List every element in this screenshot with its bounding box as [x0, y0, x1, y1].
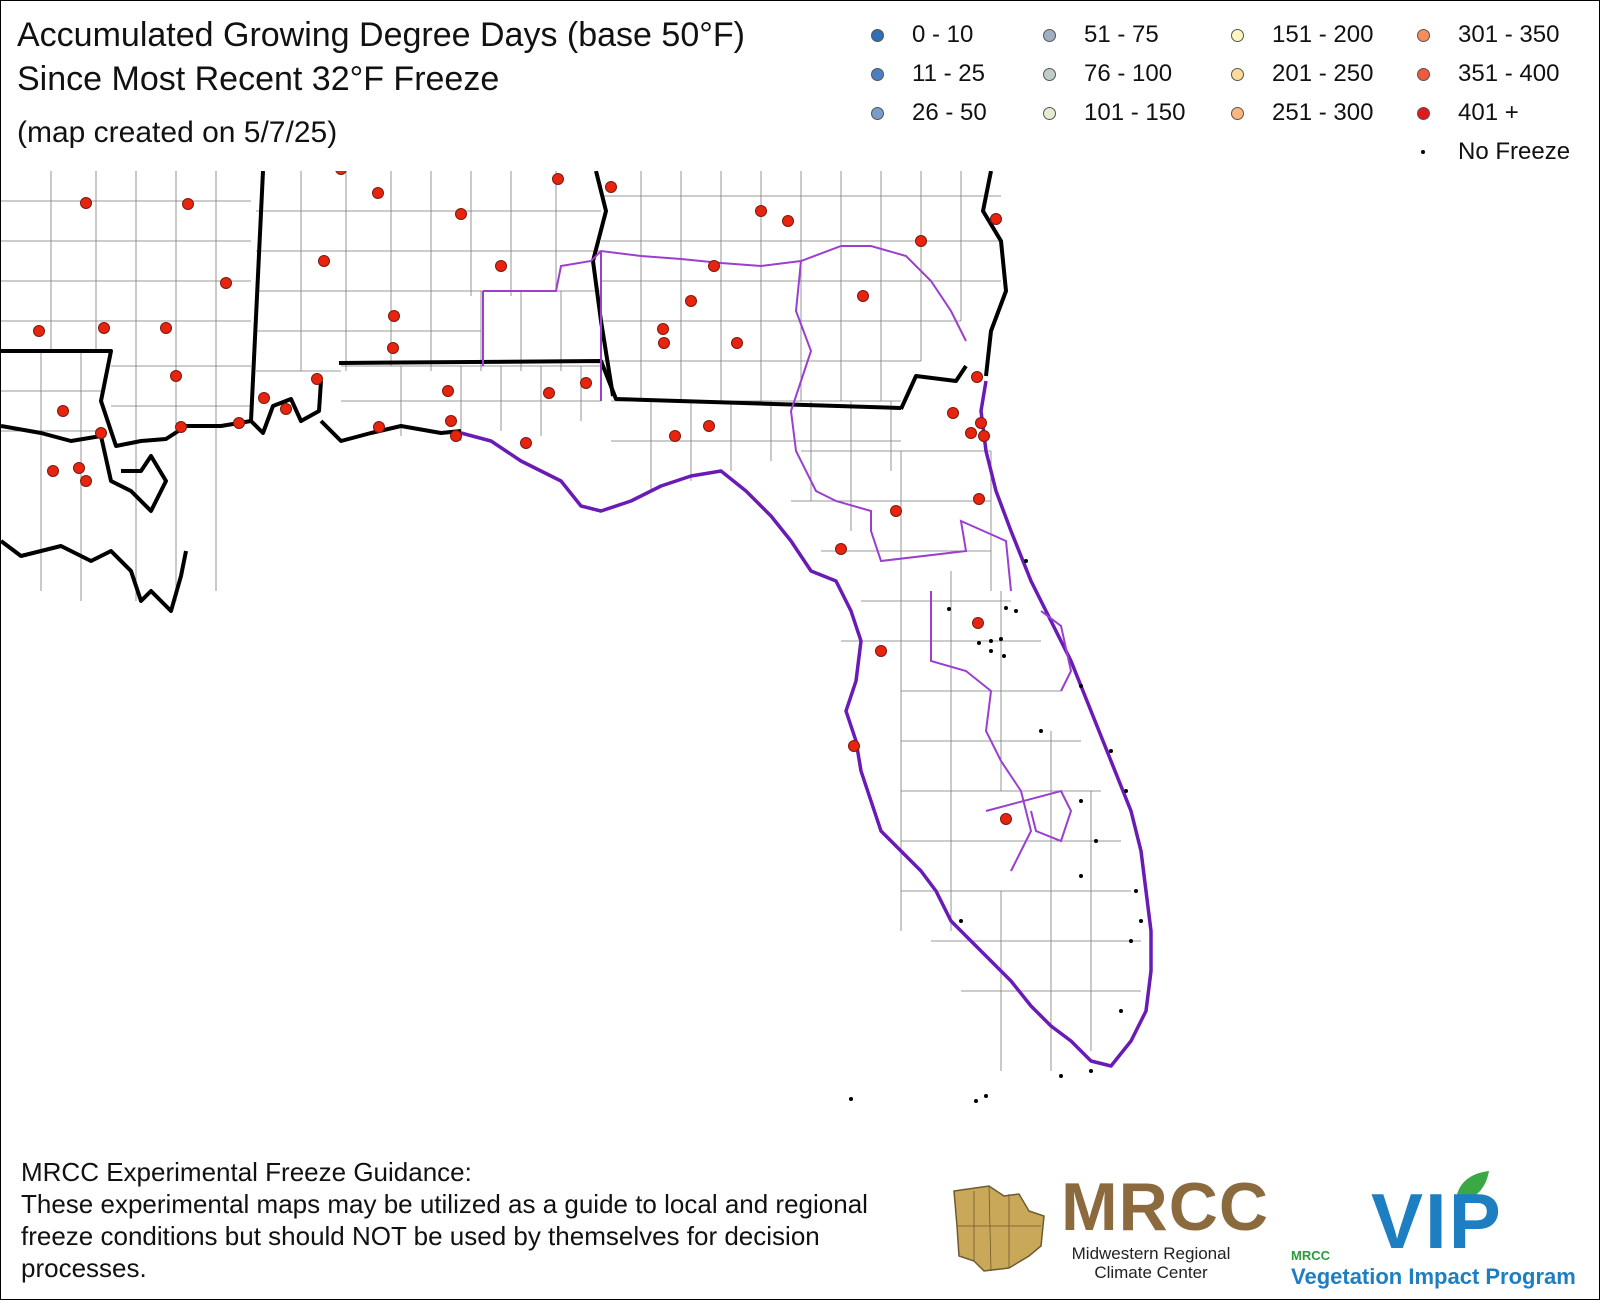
- map-created-date: (map created on 5/7/25): [17, 116, 338, 149]
- map-title: Accumulated Growing Degree Days (base 50…: [17, 16, 745, 54]
- legend-dot-icon: [871, 67, 884, 81]
- mrcc-logo: MRCC Midwestern Regional Climate Center: [941, 1166, 1271, 1286]
- legend-item: 11 - 25: [871, 56, 985, 92]
- legend-item: 26 - 50: [871, 95, 987, 131]
- legend-dot-icon: [1417, 67, 1430, 81]
- legend-dot-icon: [1231, 28, 1244, 42]
- no-freeze-markers: [849, 559, 1143, 1103]
- legend-item: No Freeze: [1417, 134, 1570, 170]
- legend-dot-icon: [1043, 28, 1056, 42]
- legend-dot-icon: [1417, 28, 1430, 42]
- legend-item: 401 +: [1417, 95, 1519, 131]
- legend-item: 251 - 300: [1231, 95, 1373, 131]
- legend-item: 151 - 200: [1231, 17, 1373, 53]
- legend-item: 0 - 10: [871, 17, 973, 53]
- vip-wordmark: VIP: [1371, 1177, 1503, 1265]
- legend-dot-icon: [1043, 67, 1056, 81]
- midwest-region-icon: [953, 1185, 1045, 1272]
- florida-coast: [460, 380, 1153, 1068]
- vip-subtitle: Vegetation Impact Program: [1291, 1264, 1576, 1289]
- disclaimer-heading: MRCC Experimental Freeze Guidance:: [21, 1157, 472, 1187]
- disclaimer: MRCC Experimental Freeze Guidance: These…: [21, 1156, 901, 1284]
- state-boundaries: [1, 171, 1008, 613]
- mrcc-wordmark: MRCC: [1061, 1169, 1269, 1245]
- map-subtitle: Since Most Recent 32°F Freeze: [17, 60, 500, 98]
- legend-item: 301 - 350: [1417, 17, 1559, 53]
- legend-dot-icon: [871, 106, 884, 120]
- map-canvas: [1, 171, 1153, 1103]
- vip-small-label: MRCC: [1291, 1248, 1330, 1263]
- county-lines: [1, 171, 1141, 1071]
- legend-dot-icon: [1231, 106, 1244, 120]
- leaf-icon: [1456, 1171, 1489, 1203]
- legend-item: 101 - 150: [1043, 95, 1185, 131]
- legend-item: 351 - 400: [1417, 56, 1559, 92]
- no-freeze-dot-icon: [1421, 150, 1425, 154]
- legend: 0 - 10 11 - 25 26 - 50 51 - 75 76 - 100 …: [871, 9, 1591, 169]
- station-markers: [33, 171, 1012, 825]
- legend-dot-icon: [1043, 106, 1056, 120]
- disclaimer-body: These experimental maps may be utilized …: [21, 1189, 868, 1283]
- legend-dot-icon: [1231, 67, 1244, 81]
- legend-dot-icon: [1417, 106, 1430, 120]
- region-boundaries: [482, 245, 1073, 872]
- legend-item: 76 - 100: [1043, 56, 1172, 92]
- legend-item: 51 - 75: [1043, 17, 1159, 53]
- legend-item: 201 - 250: [1231, 56, 1373, 92]
- vip-logo: VIP MRCC Vegetation Impact Program: [1291, 1171, 1591, 1291]
- mrcc-subtitle: Midwestern Regional Climate Center: [1071, 1244, 1231, 1282]
- legend-dot-icon: [871, 28, 884, 42]
